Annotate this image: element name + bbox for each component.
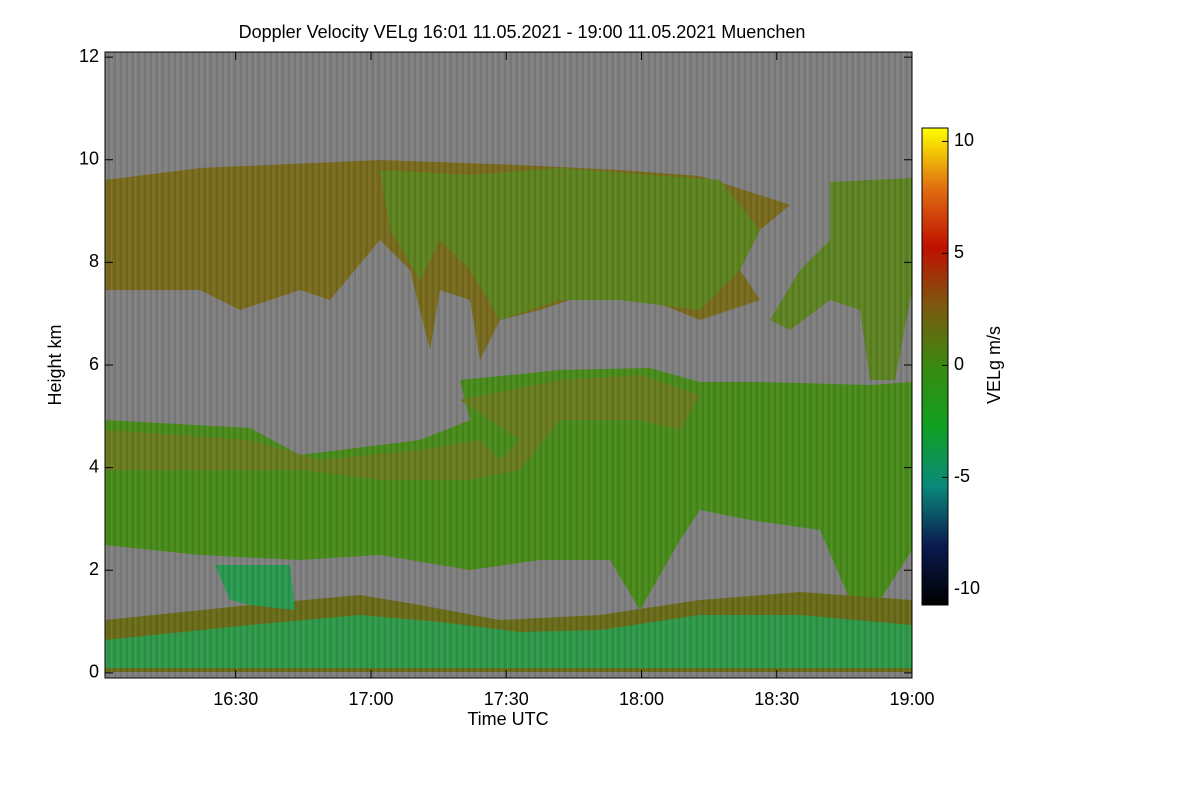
x-tick-label: 16:30 xyxy=(213,689,258,709)
y-tick-label: 4 xyxy=(89,456,99,476)
y-tick-label: 6 xyxy=(89,354,99,374)
y-tick-label: 2 xyxy=(89,559,99,579)
colorbar-tick-label: 0 xyxy=(954,354,964,374)
y-tick-label: 0 xyxy=(89,662,99,682)
x-axis-label: Time UTC xyxy=(467,709,548,729)
colorbar-tick-label: -10 xyxy=(954,578,980,598)
chart-title: Doppler Velocity VELg 16:01 11.05.2021 -… xyxy=(239,22,806,42)
x-tick-label: 18:30 xyxy=(754,689,799,709)
x-tick-label: 18:00 xyxy=(619,689,664,709)
y-tick-label: 10 xyxy=(79,149,99,169)
colorbar-tick-label: 5 xyxy=(954,242,964,262)
colorbar-label: VELg m/s xyxy=(984,326,1004,404)
texture xyxy=(105,52,912,678)
colorbar-tick-label: 10 xyxy=(954,130,974,150)
x-tick-label: 17:30 xyxy=(484,689,529,709)
y-axis-label: Height km xyxy=(45,324,65,405)
colorbar-tick-label: -5 xyxy=(954,466,970,486)
colorbar xyxy=(921,127,949,606)
echo-field xyxy=(105,52,912,678)
x-tick-label: 17:00 xyxy=(348,689,393,709)
y-tick-label: 12 xyxy=(79,46,99,66)
x-tick-label: 19:00 xyxy=(889,689,934,709)
y-tick-label: 8 xyxy=(89,251,99,271)
